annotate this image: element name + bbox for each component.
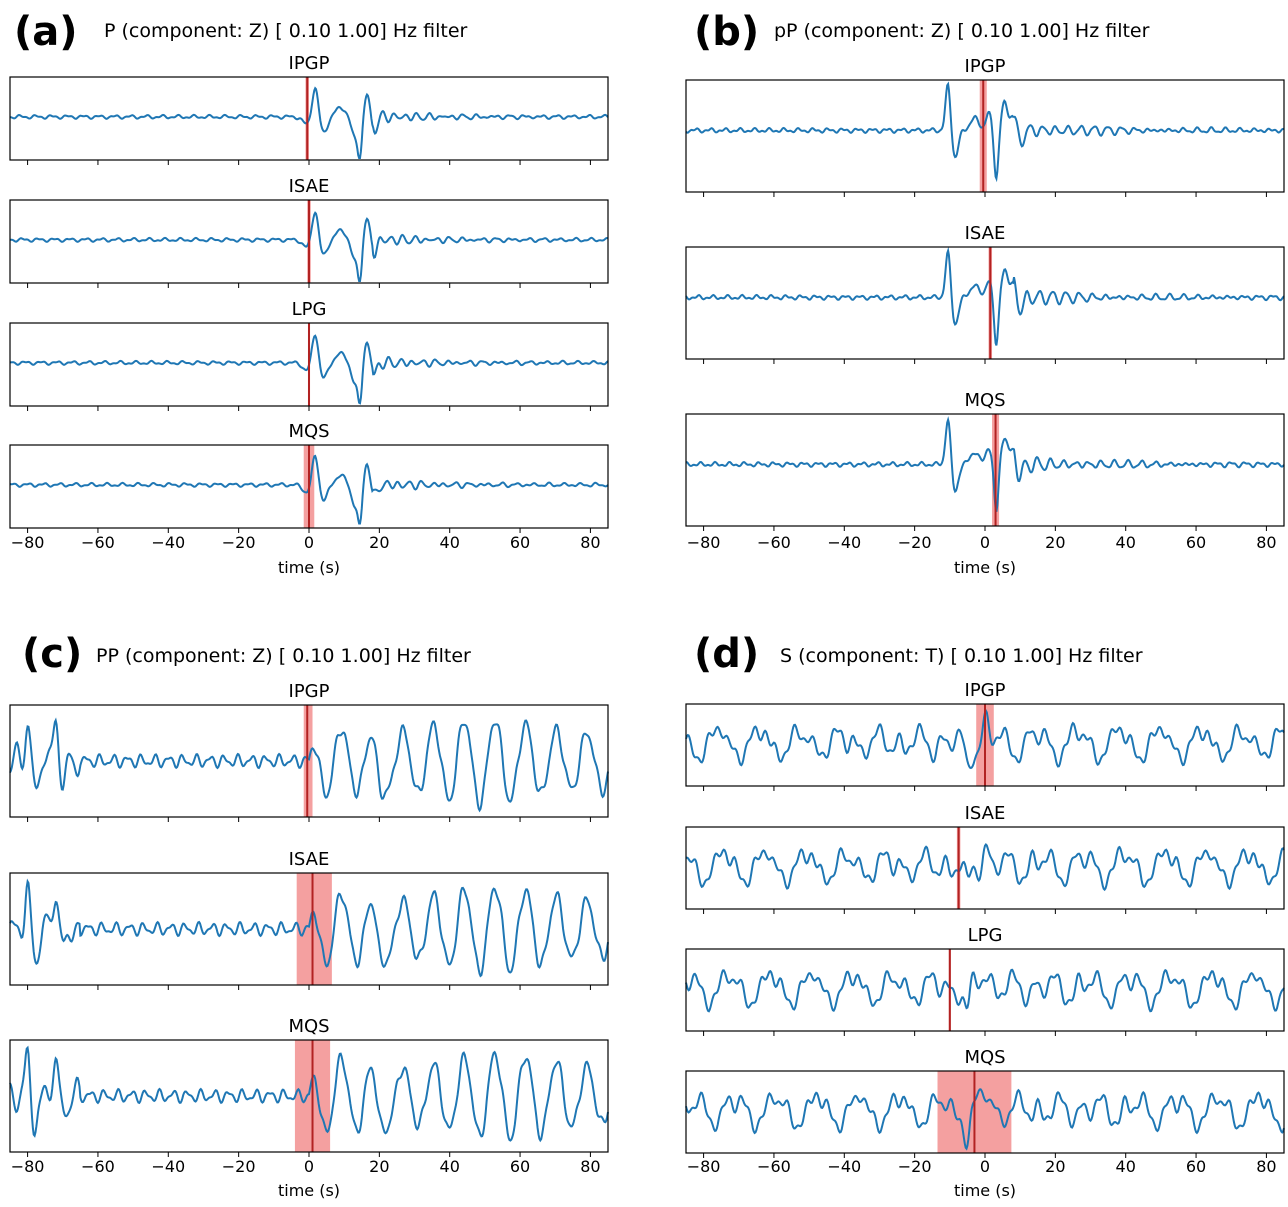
x-tick-label: −20: [898, 1157, 932, 1176]
x-axis-label: time (s): [278, 1181, 340, 1200]
waveform-line: [685, 246, 1285, 346]
x-tick-label: −60: [81, 1157, 115, 1176]
trace-ipgp: IPGP: [9, 681, 609, 822]
x-tick-label: 20: [369, 1157, 389, 1176]
station-label: IPGP: [965, 56, 1006, 77]
trace-frame: [685, 948, 1285, 1032]
x-tick-label: 0: [304, 533, 314, 552]
trace-lpg: LPG: [685, 925, 1285, 1036]
x-tick-label: −60: [81, 533, 115, 552]
trace-ipgp: IPGP: [9, 53, 609, 165]
panel-tag: (c): [22, 631, 82, 677]
panel-title: pP (component: Z) [ 0.10 1.00] Hz filter: [774, 20, 1150, 42]
x-tick-label: 40: [1116, 1157, 1136, 1176]
x-tick-label: 0: [304, 1157, 314, 1176]
trace-mqs: MQS: [685, 390, 1285, 531]
waveform-line: [685, 968, 1285, 1013]
x-tick-label: −40: [151, 1157, 185, 1176]
trace-isae: ISAE: [9, 176, 609, 288]
x-tick-label: −20: [222, 1157, 256, 1176]
x-tick-label: 0: [980, 1157, 990, 1176]
trace-mqs: MQS: [685, 1047, 1285, 1158]
x-tick-label: 20: [1045, 533, 1065, 552]
x-tick-label: 60: [510, 1157, 530, 1176]
pick-uncertainty-band: [296, 873, 332, 985]
station-label: ISAE: [289, 176, 330, 197]
panel-tag: (d): [694, 631, 759, 677]
x-tick-label: 60: [1186, 533, 1206, 552]
x-tick-label: 80: [1256, 533, 1276, 552]
trace-isae: ISAE: [9, 849, 609, 990]
x-tick-label: 20: [1045, 1157, 1065, 1176]
station-label: MQS: [964, 390, 1005, 411]
trace-frame: [685, 246, 1285, 360]
station-label: LPG: [968, 925, 1003, 946]
x-axis-label: time (s): [278, 558, 340, 577]
waveform-line: [685, 842, 1285, 892]
waveform-line: [685, 81, 1285, 183]
panel-0: (a) P (component: Z) [ 0.10 1.00] Hz filt…: [9, 9, 609, 577]
x-tick-label: −20: [898, 533, 932, 552]
station-label: ISAE: [965, 223, 1006, 244]
station-label: IPGP: [965, 680, 1006, 701]
station-label: LPG: [292, 299, 327, 320]
x-tick-label: 40: [440, 1157, 460, 1176]
x-tick-label: 40: [1116, 533, 1136, 552]
x-tick-label: −40: [827, 533, 861, 552]
trace-frame: [685, 413, 1285, 527]
trace-mqs: MQS: [9, 421, 609, 533]
x-tick-label: 20: [369, 533, 389, 552]
x-tick-label: −80: [687, 533, 721, 552]
waveform-line: [10, 86, 609, 159]
trace-mqs: MQS: [9, 1016, 609, 1157]
x-tick-label: −40: [827, 1157, 861, 1176]
panel-title: PP (component: Z) [ 0.10 1.00] Hz filter: [96, 645, 471, 667]
station-label: MQS: [964, 1047, 1005, 1068]
x-tick-label: −60: [757, 1157, 791, 1176]
panel-tag: (b): [694, 9, 759, 55]
station-label: MQS: [288, 421, 329, 442]
x-tick-label: 80: [580, 533, 600, 552]
trace-lpg: LPG: [9, 299, 609, 411]
station-label: IPGP: [289, 53, 330, 74]
station-label: ISAE: [289, 849, 330, 870]
panel-3: (d) S (component: T) [ 0.10 1.00] Hz filt…: [685, 631, 1285, 1200]
panel-title: S (component: T) [ 0.10 1.00] Hz filter: [780, 645, 1143, 667]
panel-title: P (component: Z) [ 0.10 1.00] Hz filter: [104, 20, 468, 42]
x-tick-label: −80: [11, 533, 45, 552]
x-tick-label: 80: [580, 1157, 600, 1176]
waveform-line: [685, 416, 1285, 512]
x-tick-label: 60: [1186, 1157, 1206, 1176]
trace-isae: ISAE: [685, 223, 1285, 364]
x-tick-label: −40: [151, 533, 185, 552]
x-tick-label: −80: [687, 1157, 721, 1176]
panel-tag: (a): [14, 9, 78, 55]
x-tick-label: 40: [440, 533, 460, 552]
x-tick-label: −80: [11, 1157, 45, 1176]
station-label: IPGP: [289, 681, 330, 702]
trace-isae: ISAE: [685, 803, 1285, 914]
station-label: MQS: [288, 1016, 329, 1037]
waveform-line: [9, 878, 609, 978]
trace-ipgp: IPGP: [685, 56, 1285, 197]
trace-ipgp: IPGP: [685, 680, 1285, 791]
panel-1: (b) pP (component: Z) [ 0.10 1.00] Hz fil…: [685, 9, 1285, 577]
x-axis-label: time (s): [954, 1181, 1016, 1200]
x-tick-label: 0: [980, 533, 990, 552]
x-tick-label: −20: [222, 533, 256, 552]
x-tick-label: 80: [1256, 1157, 1276, 1176]
x-tick-label: −60: [757, 533, 791, 552]
x-tick-label: 60: [510, 533, 530, 552]
station-label: ISAE: [965, 803, 1006, 824]
panel-2: (c) PP (component: Z) [ 0.10 1.00] Hz fil…: [9, 631, 609, 1200]
waveform-line: [9, 717, 609, 813]
waveform-line: [9, 1045, 609, 1143]
x-axis-label: time (s): [954, 558, 1016, 577]
waveform-line: [685, 1088, 1285, 1151]
